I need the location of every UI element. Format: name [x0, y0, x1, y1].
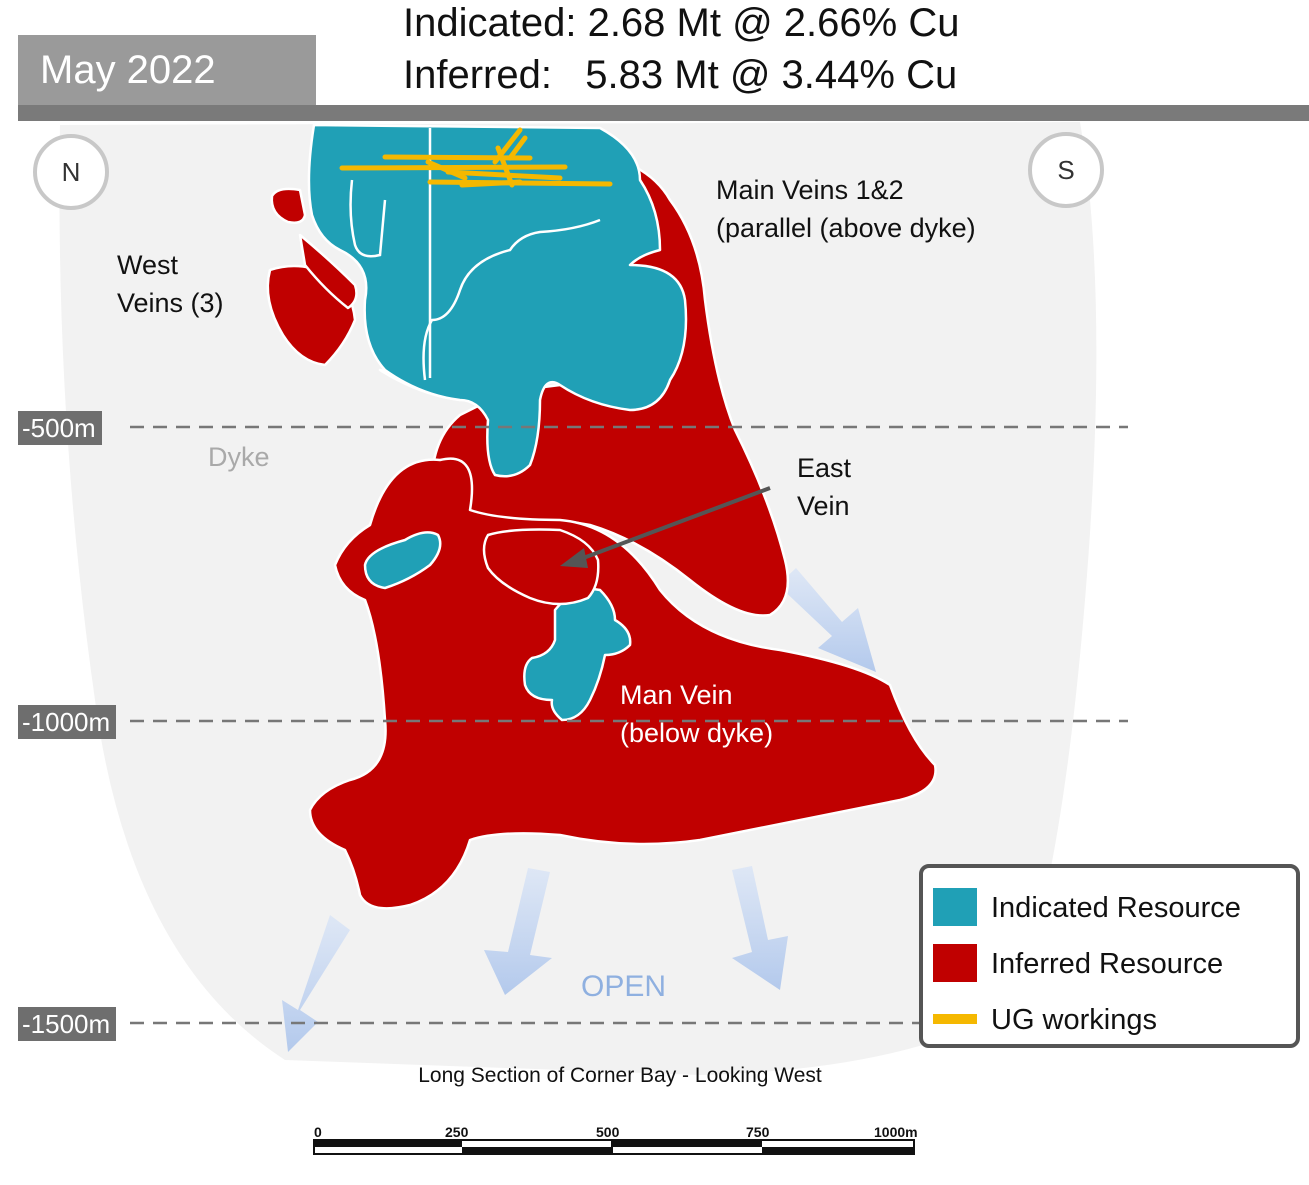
date-label: May 2022	[18, 35, 316, 105]
depth-label-500: -500m	[18, 411, 102, 445]
indicated-swatch	[933, 888, 977, 926]
scale-tick-500: 500	[596, 1124, 620, 1140]
legend: Indicated Resource Inferred Resource UG …	[919, 864, 1300, 1048]
main-veins-line1: Main Veins 1&2	[716, 175, 904, 205]
east-vein-body	[482, 528, 600, 606]
indicated-bodies	[307, 123, 688, 722]
legend-ug-label: UG workings	[991, 1004, 1157, 1036]
indicated-man-block	[523, 587, 632, 722]
main-veins-line2: (parallel (above dyke)	[716, 213, 976, 243]
ug-workings	[339, 127, 613, 188]
dyke-label: Dyke	[208, 442, 270, 472]
legend-inferred-label: Inferred Resource	[991, 948, 1224, 980]
open-arrow-4	[778, 568, 876, 672]
man-vein-line1: Man Vein	[620, 680, 733, 710]
figure-caption: Long Section of Corner Bay - Looking Wes…	[418, 1064, 822, 1087]
man-vein-line2: (below dyke)	[620, 718, 774, 748]
depth-label-1000: -1000m	[18, 705, 117, 739]
inferred-west-vein-1	[270, 187, 307, 224]
south-marker: S	[1028, 132, 1104, 208]
main-veins-label: Main Veins 1&2 (parallel (above dyke)	[716, 171, 976, 247]
indicated-east-block	[363, 531, 442, 590]
open-arrows	[282, 568, 876, 1052]
open-arrow-1	[282, 915, 350, 1052]
scale-tick-250: 250	[445, 1124, 469, 1140]
scale-bar	[313, 1139, 915, 1155]
scale-tick-1000: 1000m	[874, 1124, 918, 1140]
west-veins-line2: Veins (3)	[117, 288, 224, 318]
inferred-west-vein-3	[298, 233, 358, 310]
man-vein-label: Man Vein (below dyke)	[620, 676, 773, 752]
ug-swatch	[933, 1014, 977, 1024]
indicated-main-veins	[307, 123, 688, 478]
header-divider	[18, 105, 1309, 121]
open-label: OPEN	[581, 970, 667, 1003]
west-veins-label: West Veins (3)	[117, 246, 224, 322]
east-vein-line1: East	[797, 453, 852, 483]
scale-tick-0: 0	[314, 1124, 322, 1140]
indicated-summary: Indicated: 2.68 Mt @ 2.66% Cu	[403, 1, 960, 45]
north-marker: N	[33, 134, 109, 210]
inferred-summary: Inferred: 5.83 Mt @ 3.44% Cu	[403, 53, 958, 97]
open-arrow-2	[484, 868, 552, 995]
east-vein-line2: Vein	[797, 491, 850, 521]
east-vein-pointer	[560, 486, 771, 568]
depth-lines	[130, 425, 1128, 1025]
inferred-swatch	[933, 944, 977, 982]
west-veins-line1: West	[117, 250, 179, 280]
scale-tick-750: 750	[746, 1124, 770, 1140]
east-vein-label: East Vein	[797, 449, 851, 525]
inferred-man-vein	[308, 457, 937, 910]
open-arrow-3	[732, 866, 788, 990]
legend-indicated-label: Indicated Resource	[991, 892, 1241, 924]
depth-label-1500: -1500m	[18, 1007, 117, 1041]
